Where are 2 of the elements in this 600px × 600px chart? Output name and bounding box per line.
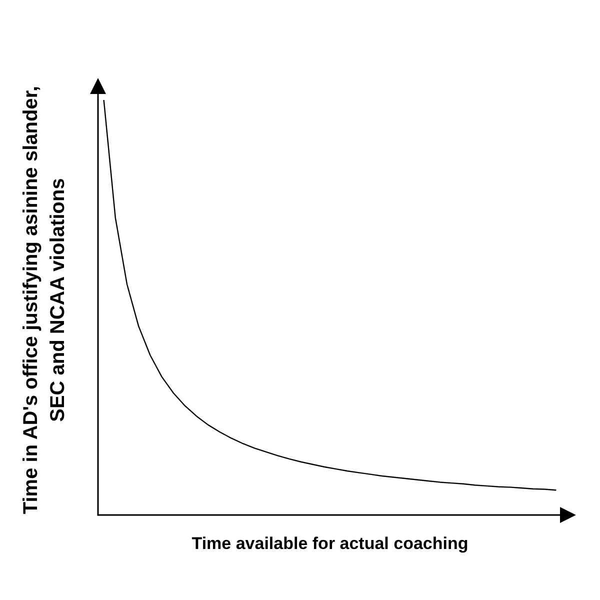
y-axis-title: Time in AD's office justifying asinine slander, SEC and NCAA violations [19,84,70,516]
x-axis-title: Time available for actual coaching [192,534,468,553]
